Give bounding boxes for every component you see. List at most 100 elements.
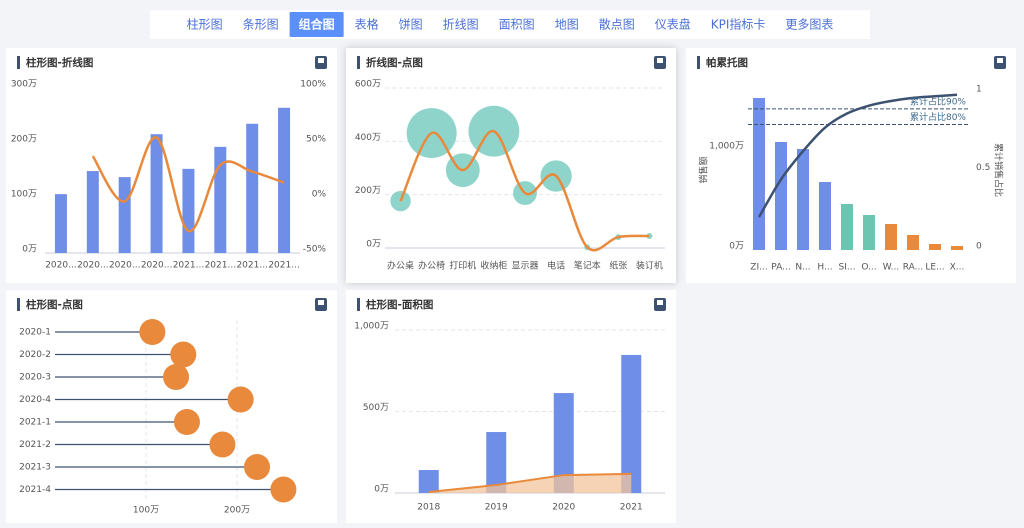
line	[428, 472, 632, 494]
y-tick-label: 50%	[306, 135, 326, 145]
x-tick-label: 2020...	[109, 261, 141, 271]
dot	[227, 386, 254, 413]
bar	[246, 123, 259, 253]
y-tick-label: 200万	[11, 135, 37, 145]
bar	[753, 98, 765, 250]
title-marker	[357, 298, 360, 311]
tab-background[interactable]	[289, 12, 344, 37]
tab[interactable]: KPI指标卡	[702, 12, 775, 37]
bar	[418, 470, 439, 493]
bar	[621, 354, 642, 493]
x-tick-label: PA...	[771, 263, 790, 273]
tab[interactable]: 饼图	[390, 12, 432, 37]
bar	[863, 215, 875, 250]
bar	[118, 177, 131, 253]
tab-label[interactable]: 地图	[555, 18, 579, 32]
panel-title: 柱形图-点图	[26, 298, 83, 311]
tab-label[interactable]: 面积图	[499, 18, 535, 32]
x-tick-label: 办公椅	[418, 260, 445, 272]
bar	[797, 149, 809, 250]
bar	[553, 393, 574, 493]
x-tick-label: 2021...	[205, 261, 237, 271]
y-tick-label: 1,000万	[709, 142, 744, 152]
tab-label[interactable]: 更多图表	[785, 18, 833, 32]
y-tick-label: 2021-2	[19, 440, 51, 450]
tab[interactable]: 组合图	[289, 12, 344, 37]
bar	[951, 246, 963, 250]
y-tick-label: 0万	[374, 485, 389, 495]
save-icon-slot[interactable]	[657, 58, 663, 63]
y-tick-label: 0	[976, 242, 982, 252]
x-tick-label: 2021...	[173, 261, 205, 271]
tab[interactable]: 柱形图	[178, 12, 232, 37]
save-icon-slot[interactable]	[318, 58, 324, 63]
bar	[182, 168, 195, 253]
title-marker	[697, 56, 700, 69]
tab-label[interactable]: 折线图	[443, 17, 479, 32]
y-tick-label: 0%	[312, 190, 327, 200]
x-tick-label: RA...	[903, 263, 923, 273]
bar	[819, 182, 831, 250]
tab[interactable]: 更多图表	[776, 12, 842, 37]
tab-label[interactable]: 表格	[355, 17, 379, 32]
x-tick-label: 办公桌	[387, 260, 414, 272]
tab[interactable]: 仪表盘	[646, 12, 700, 37]
save-icon-slot[interactable]	[318, 300, 324, 305]
x-tick-label: 笔记本	[574, 260, 601, 272]
y-axis-label: 销售额	[698, 156, 710, 183]
x-tick-label: 装订机	[636, 260, 663, 272]
y-tick-label: 2021-3	[19, 463, 51, 473]
bar	[278, 107, 291, 253]
y2-axis-label: 累计销售占比	[993, 143, 1005, 197]
bar	[486, 432, 507, 493]
tab-label[interactable]: 组合图	[299, 17, 335, 32]
y-tick-label: 2021-1	[19, 418, 51, 428]
tab-label[interactable]: 条形图	[243, 18, 279, 32]
dot	[163, 364, 190, 390]
x-tick-label: SI...	[839, 263, 856, 273]
y-tick-label: 0.5	[976, 163, 990, 173]
bubble	[390, 190, 411, 212]
dot	[270, 476, 297, 503]
save-icon-slot[interactable]	[997, 58, 1003, 63]
tab-label[interactable]: 柱形图	[187, 17, 223, 32]
y-tick-label: 300万	[11, 80, 37, 90]
dot	[244, 454, 271, 480]
bar	[929, 244, 941, 250]
y-tick-label: 1,000万	[354, 322, 389, 332]
x-tick-label: 纸张	[609, 260, 627, 272]
tab-label[interactable]: 散点图	[599, 17, 635, 32]
dot	[139, 319, 166, 345]
y-tick-label: 2020-1	[19, 328, 51, 338]
x-tick-label: 100万	[133, 506, 159, 516]
y-tick-label: 0万	[729, 242, 744, 252]
dot	[170, 341, 197, 368]
tab[interactable]: 面积图	[490, 12, 544, 37]
y-tick-label: 2020-4	[19, 395, 51, 405]
save-icon-slot[interactable]	[657, 300, 663, 305]
y-tick-label: 0万	[22, 245, 37, 255]
tab-label[interactable]: 仪表盘	[655, 17, 691, 32]
tab[interactable]: 地图	[546, 12, 588, 37]
y-tick-label: 1	[976, 85, 982, 95]
tab-label[interactable]: KPI指标卡	[711, 17, 766, 32]
y-tick-label: 2020-3	[19, 373, 51, 383]
y-tick-label: 600万	[355, 80, 381, 90]
reference-label: 累计占比90%	[910, 95, 966, 107]
x-tick-label: 2020...	[45, 261, 77, 271]
tab[interactable]: 折线图	[434, 12, 488, 37]
tab[interactable]: 条形图	[234, 12, 288, 37]
x-tick-label: 2019	[485, 503, 508, 513]
y-tick-label: 200万	[355, 186, 381, 196]
x-tick-label: O...	[861, 263, 876, 273]
y-tick-label: 2020-2	[19, 350, 51, 360]
reference-label: 累计占比80%	[910, 111, 966, 123]
line	[91, 136, 285, 233]
tab-label[interactable]: 饼图	[399, 18, 423, 32]
tab[interactable]: 散点图	[590, 12, 644, 37]
tab[interactable]: 表格	[346, 12, 388, 37]
x-tick-label: 2021...	[236, 261, 268, 271]
bar	[885, 224, 897, 250]
dot	[209, 431, 236, 458]
